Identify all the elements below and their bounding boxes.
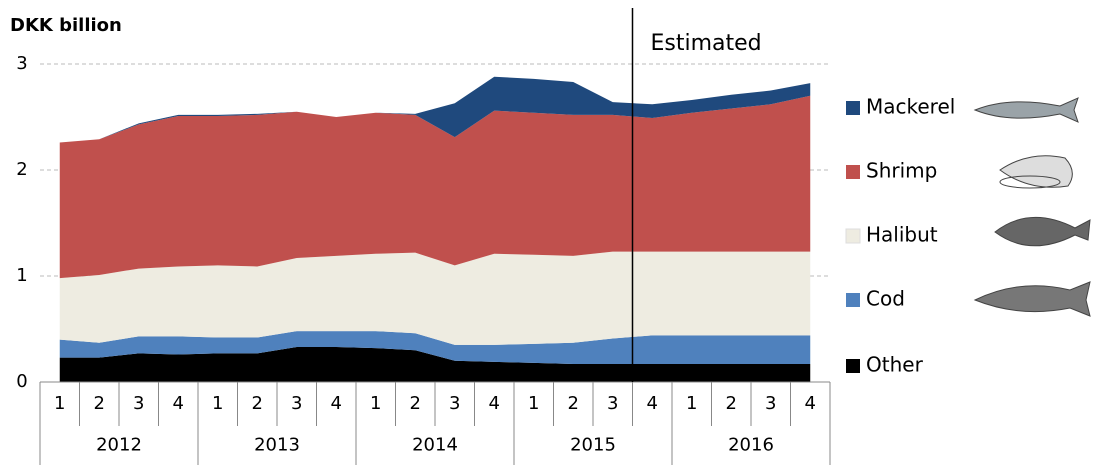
y-tick-label: 1 <box>16 265 27 286</box>
x-tick-label: 3 <box>765 393 776 414</box>
x-tick-label: 1 <box>528 393 539 414</box>
area <box>59 347 811 382</box>
y-tick-label: 2 <box>16 159 27 180</box>
legend-swatch <box>845 228 861 244</box>
legend-label: Other <box>866 353 924 377</box>
fish-icons <box>973 97 1091 317</box>
x-tick-label: 4 <box>489 393 500 414</box>
annotation: Estimated <box>651 31 762 56</box>
x-tick-label: 4 <box>805 393 816 414</box>
legend-swatch <box>846 165 860 179</box>
legend-label: Mackerel <box>866 95 955 119</box>
legend-swatch <box>846 101 860 115</box>
legend-swatch <box>846 293 860 307</box>
x-tick-label: 2 <box>410 393 421 414</box>
x-tick-label: 3 <box>607 393 618 414</box>
x-tick-label: 3 <box>133 393 144 414</box>
y-axis-label: DKK billion <box>10 15 122 36</box>
x-tick-label: 4 <box>331 393 342 414</box>
x-tick-label: 1 <box>370 393 381 414</box>
legend-label: Cod <box>866 287 905 311</box>
x-tick-label: 2 <box>252 393 263 414</box>
legend-label: Halibut <box>866 223 938 247</box>
x-group-label: 2014 <box>412 435 458 456</box>
legend-swatch <box>846 359 860 373</box>
x-tick-label: 2 <box>94 393 105 414</box>
y-tick-label: 3 <box>16 53 27 74</box>
area <box>59 76 811 143</box>
x-group-label: 2015 <box>570 435 616 456</box>
x-group-label: 2013 <box>254 435 300 456</box>
x-tick-label: 1 <box>212 393 223 414</box>
x-tick-label: 2 <box>568 393 579 414</box>
x-group-label: 2012 <box>96 435 142 456</box>
y-tick-label: 0 <box>16 371 27 392</box>
area <box>59 95 811 279</box>
x-group-label: 2016 <box>728 435 774 456</box>
legend-label: Shrimp <box>866 159 937 183</box>
x-tick-label: 4 <box>173 393 184 414</box>
x-tick-label: 4 <box>647 393 658 414</box>
area <box>59 331 811 364</box>
x-tick-label: 1 <box>54 393 65 414</box>
x-tick-label: 1 <box>686 393 697 414</box>
x-tick-label: 2 <box>726 393 737 414</box>
area <box>59 251 811 345</box>
x-tick-label: 3 <box>291 393 302 414</box>
x-tick-label: 3 <box>449 393 460 414</box>
